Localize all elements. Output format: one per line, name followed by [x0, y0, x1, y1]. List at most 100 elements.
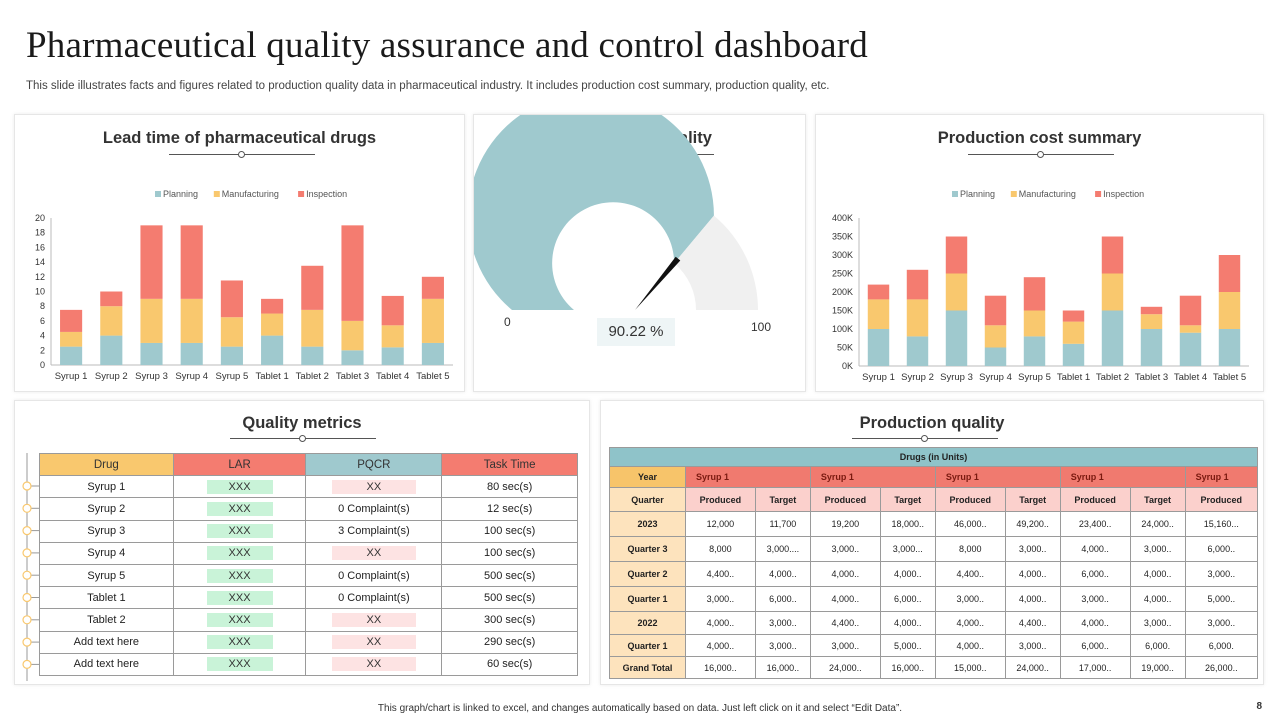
- legend-label-planning: Planning: [163, 189, 198, 199]
- bar-inspection-tablet-2[interactable]: [301, 265, 324, 310]
- bar-manufacturing-tablet-4[interactable]: [381, 325, 404, 348]
- bar-inspection-tablet-2[interactable]: [1101, 236, 1124, 274]
- pqcr-cell: XX: [305, 608, 443, 632]
- bar-inspection-syrup-3[interactable]: [945, 236, 968, 274]
- data-cell: 3,000..: [1184, 561, 1259, 587]
- x-tick-label: Tablet 3: [1135, 372, 1168, 383]
- bar-manufacturing-syrup-2[interactable]: [906, 299, 929, 337]
- data-cell: 3,000..: [1004, 536, 1061, 562]
- bar-manufacturing-tablet-2[interactable]: [1101, 273, 1124, 311]
- x-tick-label: Tablet 4: [376, 371, 409, 382]
- data-cell: 6,000..: [879, 586, 936, 612]
- bar-inspection-tablet-4[interactable]: [381, 295, 404, 326]
- bar-planning-syrup-1[interactable]: [60, 346, 83, 365]
- bar-planning-tablet-4[interactable]: [1179, 332, 1202, 366]
- cost-summary-chart[interactable]: Planning Manufacturing Inspection 0K 50K 100K…: [816, 115, 1265, 393]
- bar-inspection-syrup-2[interactable]: [100, 291, 123, 307]
- col-header-task-time[interactable]: Task Time: [441, 452, 578, 477]
- bar-planning-syrup-1[interactable]: [867, 329, 890, 366]
- bar-manufacturing-tablet-1[interactable]: [261, 313, 284, 336]
- bar-manufacturing-syrup-1[interactable]: [60, 331, 83, 347]
- bar-inspection-tablet-1[interactable]: [261, 298, 284, 314]
- bar-planning-tablet-4[interactable]: [381, 347, 404, 365]
- production-quality-gauge[interactable]: [474, 115, 807, 393]
- header-group: Syrup 1: [685, 466, 811, 488]
- pqcr-cell: XX: [305, 475, 443, 499]
- bar-inspection-tablet-5[interactable]: [1218, 255, 1241, 292]
- bar-manufacturing-tablet-3[interactable]: [1140, 314, 1163, 329]
- data-cell: 6,000..: [1184, 536, 1259, 562]
- lead-time-chart[interactable]: Planning Manufacturing Inspection 0 2 4 6 8 10 12…: [15, 115, 466, 393]
- bar-planning-syrup-2[interactable]: [100, 335, 123, 365]
- bar-manufacturing-syrup-4[interactable]: [984, 325, 1007, 348]
- bar-inspection-syrup-2[interactable]: [906, 269, 929, 300]
- group-header-row: Year Syrup 1 Syrup 1 Syrup 1 Syrup 1 Syrup 1: [609, 466, 1259, 488]
- bar-inspection-tablet-5[interactable]: [421, 276, 444, 299]
- bar-planning-tablet-3[interactable]: [341, 350, 364, 365]
- bar-planning-syrup-4[interactable]: [984, 347, 1007, 367]
- task-time-cell: 80 sec(s): [441, 475, 578, 499]
- data-cell: 3,000..: [1059, 586, 1131, 612]
- data-cell: 4,000..: [754, 561, 811, 587]
- data-cell: 6,000..: [1059, 561, 1131, 587]
- bar-planning-syrup-5[interactable]: [220, 346, 243, 365]
- bar-manufacturing-syrup-2[interactable]: [100, 306, 123, 336]
- bar-planning-tablet-5[interactable]: [421, 342, 444, 365]
- bar-planning-tablet-1[interactable]: [261, 335, 284, 365]
- bar-inspection-tablet-3[interactable]: [1140, 306, 1163, 315]
- bar-manufacturing-syrup-1[interactable]: [867, 299, 890, 329]
- bar-planning-syrup-3[interactable]: [945, 310, 968, 367]
- data-cell: 24,000..: [809, 656, 881, 679]
- bar-inspection-syrup-5[interactable]: [220, 280, 243, 318]
- bar-inspection-tablet-3[interactable]: [341, 225, 364, 321]
- data-cell: 4,000..: [809, 586, 881, 612]
- col-header-pqcr[interactable]: PQCR: [305, 452, 443, 477]
- bar-planning-syrup-3[interactable]: [140, 342, 163, 365]
- bar-planning-tablet-5[interactable]: [1218, 329, 1241, 366]
- bar-inspection-syrup-3[interactable]: [140, 225, 163, 299]
- bar-manufacturing-syrup-4[interactable]: [180, 298, 203, 343]
- bar-inspection-syrup-1[interactable]: [60, 309, 83, 332]
- bar-manufacturing-tablet-5[interactable]: [421, 298, 444, 343]
- bar-inspection-tablet-4[interactable]: [1179, 295, 1202, 326]
- data-cell: 12,000: [685, 511, 756, 537]
- timeline-dot: [22, 615, 32, 625]
- pqcr-cell: XX: [305, 652, 443, 676]
- y-tick-label: 4: [40, 331, 45, 341]
- bar-inspection-syrup-4[interactable]: [984, 295, 1007, 326]
- bar-planning-tablet-2[interactable]: [301, 346, 324, 365]
- bar-manufacturing-syrup-5[interactable]: [1023, 310, 1046, 337]
- bar-planning-syrup-2[interactable]: [906, 336, 929, 366]
- bar-inspection-syrup-4[interactable]: [180, 225, 203, 299]
- bar-manufacturing-syrup-5[interactable]: [220, 317, 243, 347]
- col-header-drug[interactable]: Drug: [39, 452, 174, 477]
- data-cell: 19,200: [809, 511, 881, 537]
- bar-manufacturing-tablet-1[interactable]: [1062, 321, 1085, 344]
- bar-planning-tablet-1[interactable]: [1062, 343, 1085, 366]
- pqcr-cell: XX: [305, 541, 443, 565]
- bar-planning-syrup-4[interactable]: [180, 342, 203, 365]
- bar-inspection-syrup-5[interactable]: [1023, 277, 1046, 311]
- data-cell: 3,000..: [934, 586, 1006, 612]
- bar-manufacturing-tablet-5[interactable]: [1218, 292, 1241, 329]
- data-cell: 3,000..: [1004, 634, 1061, 657]
- bar-manufacturing-syrup-3[interactable]: [945, 273, 968, 311]
- bar-manufacturing-syrup-3[interactable]: [140, 298, 163, 343]
- bar-planning-tablet-2[interactable]: [1101, 310, 1124, 367]
- x-tick-label: Tablet 5: [1213, 372, 1246, 383]
- x-tick-label: Syrup 3: [940, 372, 973, 383]
- bar-planning-syrup-5[interactable]: [1023, 336, 1046, 366]
- bar-planning-tablet-3[interactable]: [1140, 329, 1163, 366]
- gauge-value-arc[interactable]: [474, 115, 714, 310]
- col-header-lar[interactable]: LAR: [172, 452, 307, 477]
- bar-manufacturing-tablet-2[interactable]: [301, 309, 324, 347]
- bar-inspection-syrup-1[interactable]: [867, 284, 890, 300]
- task-time-cell: 500 sec(s): [441, 586, 578, 610]
- bar-manufacturing-tablet-3[interactable]: [341, 320, 364, 351]
- bar-manufacturing-tablet-4[interactable]: [1179, 325, 1202, 333]
- bar-inspection-tablet-1[interactable]: [1062, 310, 1085, 322]
- table-row: Grand Total 16,000.. 16,000.. 24,000.. 16,00…: [609, 656, 1259, 679]
- data-cell: 4,000..: [1129, 586, 1186, 612]
- gauge-remaining-arc[interactable]: [674, 215, 758, 310]
- title-divider-dot: [921, 435, 928, 442]
